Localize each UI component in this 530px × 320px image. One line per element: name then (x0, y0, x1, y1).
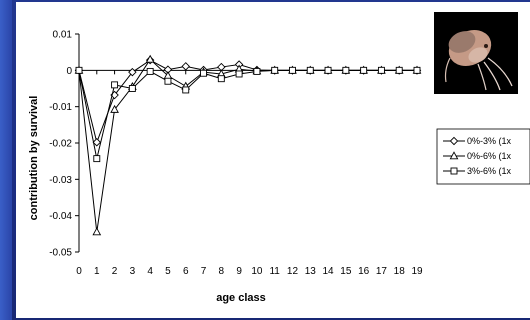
x-tick-label: 1 (94, 266, 100, 277)
x-tick-label: 7 (201, 266, 207, 277)
square-marker (413, 66, 421, 74)
y-tick-label: 0.01 (53, 30, 73, 41)
legend-label: 0%-3% (1x (467, 136, 512, 146)
triangle-marker (92, 227, 102, 236)
chart-axes: 0.010-0.01-0.02-0.03-0.04-0.050 1 2 3 4 5 6 7 8 9… (49, 30, 423, 278)
square-marker (93, 155, 101, 163)
square-marker (146, 67, 154, 75)
slide-side-bar (0, 0, 12, 320)
diamond-marker (449, 136, 459, 146)
series-square (75, 66, 421, 163)
triangle-marker (449, 151, 459, 160)
square-marker (164, 77, 172, 85)
square-marker (128, 85, 136, 92)
x-tick-label: 16 (358, 266, 370, 277)
diamond-marker (181, 62, 190, 71)
x-tick-label: 4 (147, 266, 153, 277)
y-tick-label: 0 (66, 66, 72, 77)
x-tick-label: 11 (269, 266, 280, 277)
y-tick-label: -0.03 (49, 175, 72, 186)
x-tick-label: 18 (394, 266, 406, 277)
y-axis-title: contribution by survival (28, 96, 40, 221)
x-tick-label: 15 (340, 266, 352, 277)
square-marker (182, 86, 190, 94)
x-tick-label: 9 (236, 266, 242, 277)
x-tick-label: 2 (112, 266, 118, 277)
square-marker (377, 66, 385, 74)
series-line (78, 69, 417, 159)
legend-label: 3%-6% (1x (467, 166, 512, 176)
diamond-marker (92, 138, 102, 147)
square-marker (75, 66, 83, 74)
triangle-marker (145, 54, 155, 63)
square-marker (235, 70, 243, 78)
diamond-marker (128, 67, 137, 77)
square-marker (450, 167, 458, 175)
x-tick-label: 14 (322, 266, 334, 277)
x-tick-label: 17 (376, 266, 388, 277)
amphipod-photo (434, 12, 518, 94)
square-marker (217, 75, 225, 83)
square-marker (200, 69, 207, 77)
x-tick-label: 10 (251, 266, 263, 277)
x-tick-label: 3 (130, 266, 136, 277)
square-marker (342, 66, 350, 74)
y-tick-label: -0.01 (49, 102, 72, 113)
x-tick-label: 5 (165, 266, 171, 277)
x-axis-title: age class (216, 292, 266, 304)
x-tick-label: 0 (76, 266, 82, 277)
square-marker (271, 66, 279, 74)
square-marker (253, 67, 261, 75)
x-tick-label: 13 (305, 266, 317, 277)
chart-series (74, 54, 422, 236)
square-marker (395, 66, 403, 74)
x-tick-label: 19 (411, 266, 423, 277)
y-tick-label: -0.02 (49, 139, 72, 150)
chart-legend: 0%-3% (1x 0%-6% (1x 3%-6% (1x (436, 128, 530, 185)
square-marker (306, 66, 314, 74)
y-tick-label: -0.04 (49, 211, 72, 222)
legend-label: 0%-6% (1x (467, 151, 512, 161)
square-marker (360, 66, 368, 74)
triangle-marker (110, 104, 119, 113)
y-tick-label: -0.05 (49, 248, 72, 259)
square-marker (111, 81, 119, 89)
square-marker (324, 66, 332, 74)
series-triangle (74, 54, 422, 236)
square-marker (289, 66, 296, 74)
x-tick-label: 12 (287, 266, 299, 277)
x-tick-label: 6 (183, 266, 189, 277)
x-tick-label: 8 (219, 266, 225, 277)
